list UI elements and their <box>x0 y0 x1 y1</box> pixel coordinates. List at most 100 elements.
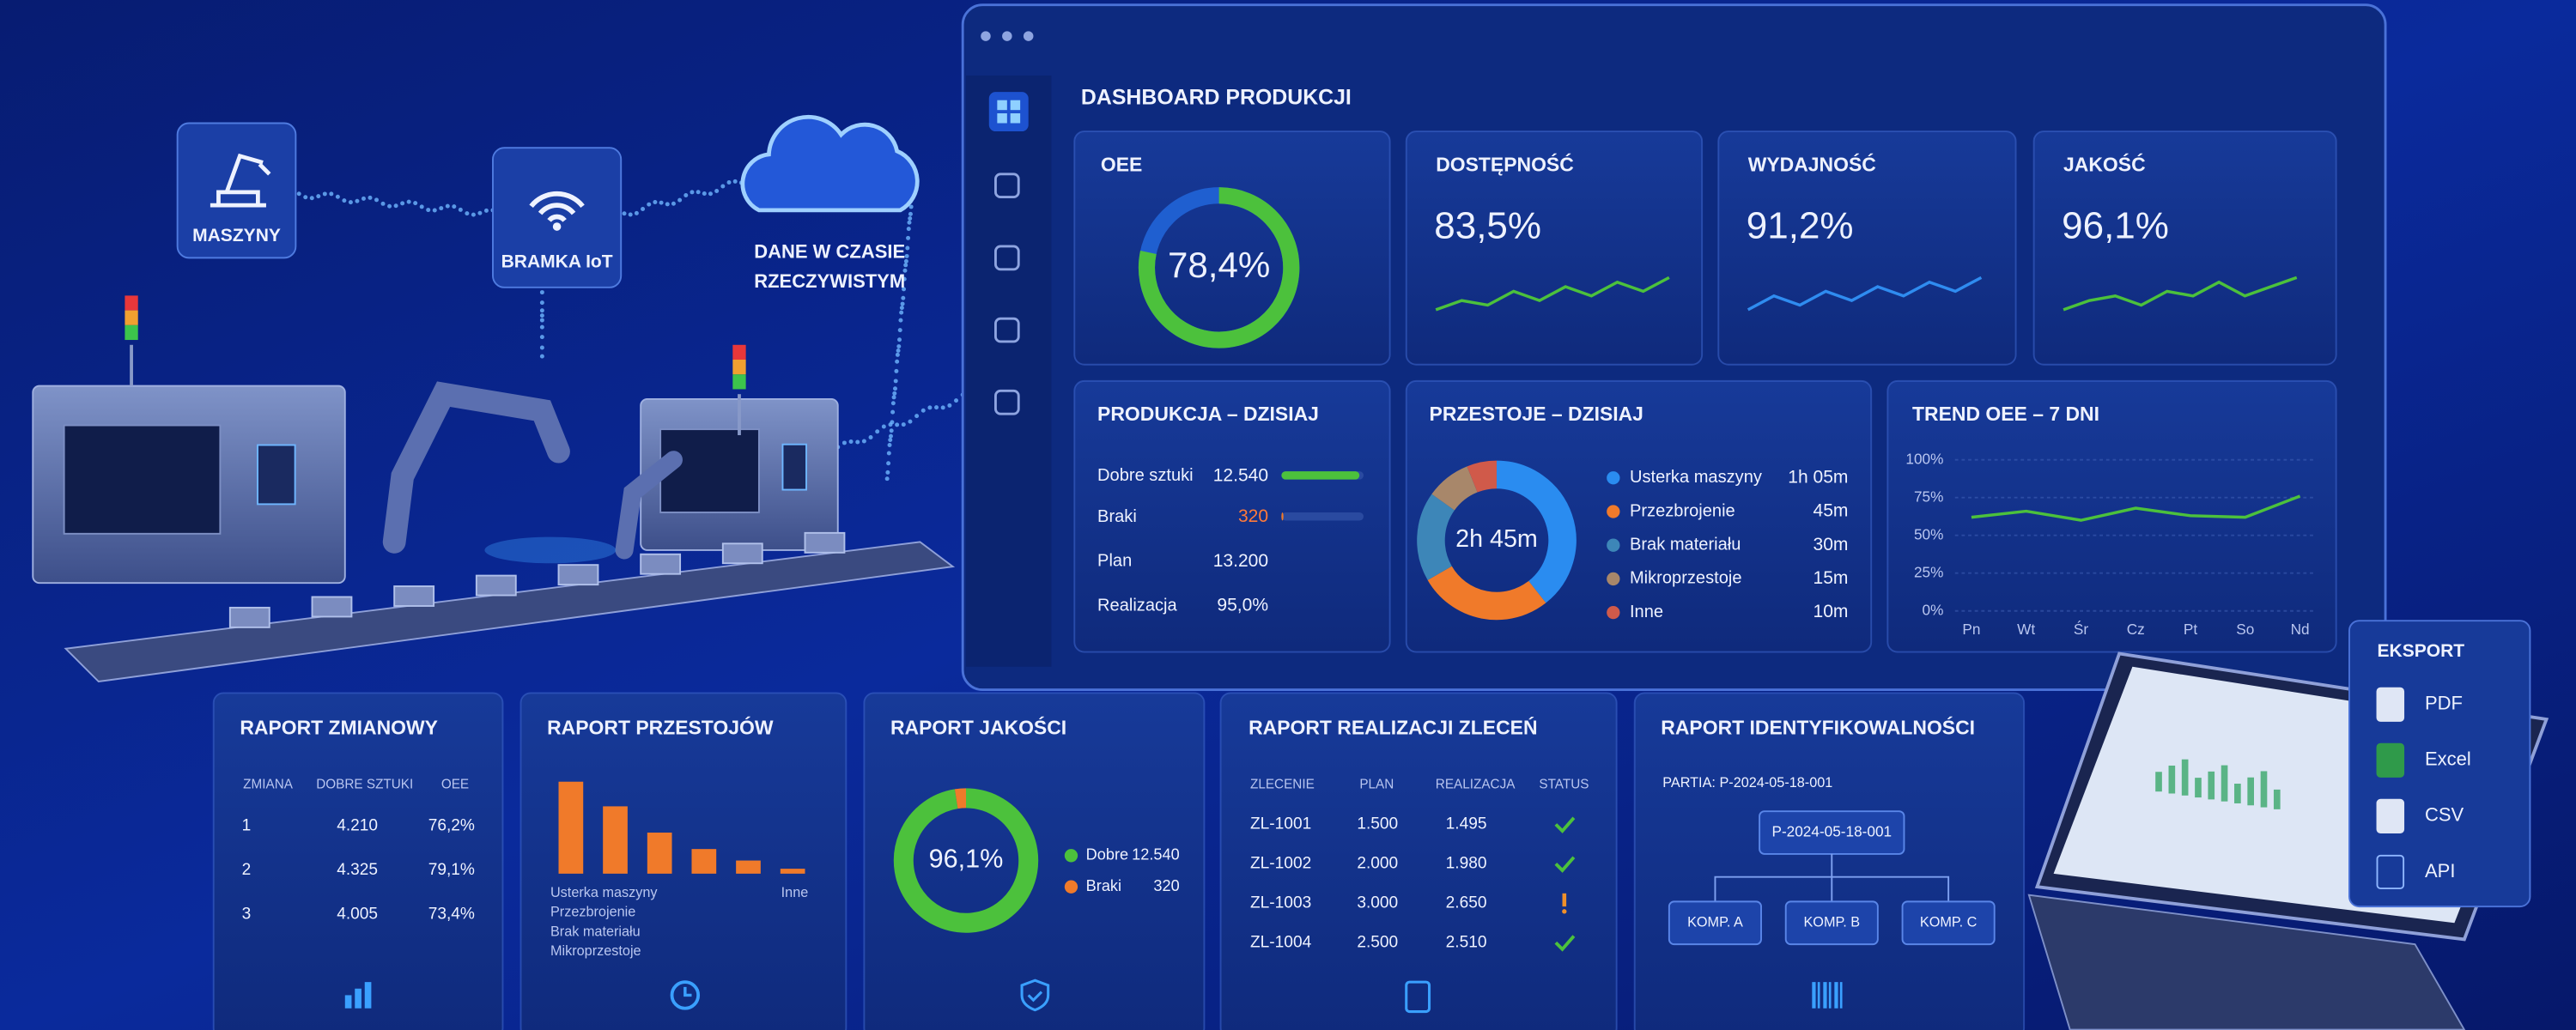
workpiece <box>393 585 435 607</box>
data-dot <box>895 422 900 427</box>
x-tick-label: Śr <box>2074 621 2088 638</box>
data-dot <box>303 195 308 200</box>
label: 95,0% <box>1217 596 1268 615</box>
report-icon <box>1812 982 1816 1009</box>
bar <box>1281 512 1284 521</box>
card-title: PRZESTOJE – DZISIAJ <box>1430 403 1643 425</box>
control-panel <box>257 444 296 506</box>
table-cell: 3.000 <box>1357 894 1398 912</box>
table-cell: ZL-1001 <box>1250 815 1311 833</box>
data-dot <box>888 433 893 439</box>
label: Plan <box>1097 552 1132 571</box>
card-title: WYDAJNOŚĆ <box>1748 153 1876 175</box>
tree-link <box>1714 853 1950 902</box>
data-dot <box>329 191 334 197</box>
export-item[interactable]: Excel <box>2425 748 2471 770</box>
workpiece <box>311 596 353 618</box>
machine-window <box>659 428 760 513</box>
wifi-icon <box>529 191 585 222</box>
tree-node-label: KOMP. B <box>1803 915 1860 930</box>
data-dot <box>539 290 544 295</box>
data-dot <box>908 419 913 424</box>
status-ok <box>1554 816 1576 833</box>
card-title: DOSTĘPNOŚĆ <box>1436 153 1574 175</box>
report-icon <box>355 988 361 1009</box>
bar <box>1281 471 1360 480</box>
label: 13.200 <box>1213 551 1268 571</box>
data-dot <box>934 405 939 410</box>
data-dot <box>887 443 892 448</box>
export-icon[interactable] <box>2376 687 2405 722</box>
table-header: REALIZACJA <box>1436 778 1516 792</box>
report-icon <box>364 982 372 1009</box>
data-dot <box>406 199 411 204</box>
export-item[interactable]: CSV <box>2425 804 2464 826</box>
data-dot <box>897 337 902 342</box>
x-tick-label: Pn <box>1962 621 1980 638</box>
data-dot <box>683 193 689 197</box>
signal-light <box>732 374 746 390</box>
data-dot <box>890 401 896 406</box>
data-dot <box>628 212 633 217</box>
tree-node-label: KOMP. A <box>1687 915 1743 930</box>
data-dot <box>445 203 450 209</box>
category-label: Przezbrojenie <box>550 905 635 920</box>
data-dot <box>893 386 897 391</box>
workpiece <box>640 553 682 575</box>
export-item[interactable]: API <box>2425 860 2455 882</box>
table-header: PLAN <box>1359 778 1394 792</box>
y-tick-label: 50% <box>1914 525 1943 542</box>
data-dot <box>903 258 908 264</box>
data-dot <box>342 198 347 203</box>
card <box>1717 130 2017 366</box>
nav-active[interactable] <box>988 92 1029 132</box>
export-item[interactable]: PDF <box>2425 693 2463 714</box>
table-header: OEE <box>441 778 469 792</box>
export-icon[interactable] <box>2376 742 2405 778</box>
nav-icon[interactable] <box>994 317 1020 343</box>
screen-chart <box>2234 784 2241 803</box>
report-icon <box>1817 982 1820 1009</box>
data-dot <box>848 439 854 445</box>
bar <box>647 833 672 874</box>
bar <box>780 869 805 874</box>
table-cell: 1.500 <box>1357 815 1398 833</box>
label: Realizacja <box>1097 596 1177 615</box>
data-dot <box>380 201 386 206</box>
report-icon <box>344 995 352 1009</box>
export-icon[interactable] <box>2376 854 2405 890</box>
tree-node <box>1901 900 1996 946</box>
label: DANE W CZASIE <box>754 240 905 262</box>
dashboard-title: DASHBOARD PRODUKCJI <box>1081 85 1352 109</box>
donut-segment <box>1496 460 1577 603</box>
table-cell: 4.210 <box>337 816 378 834</box>
data-dot <box>906 235 911 240</box>
data-dot <box>907 220 912 225</box>
card-title: RAPORT IDENTYFIKOWALNOŚCI <box>1661 717 1975 739</box>
card <box>2032 130 2337 366</box>
data-dot <box>368 195 373 200</box>
cloud <box>740 114 920 213</box>
data-dot <box>947 403 952 408</box>
card <box>1886 379 2337 653</box>
workpiece <box>475 574 517 597</box>
donut-center: 96,1% <box>929 845 1004 874</box>
data-dot <box>696 190 701 195</box>
data-dot <box>896 348 901 353</box>
card <box>1405 130 1704 366</box>
legend-dot <box>1064 880 1078 894</box>
data-dot <box>483 208 489 213</box>
legend-label: Dobre <box>1086 846 1128 863</box>
sparkline <box>2063 276 2298 312</box>
x-tick-label: Pt <box>2184 621 2197 638</box>
nav-icon[interactable] <box>994 245 1020 271</box>
data-dot <box>335 194 340 199</box>
sidebar <box>966 76 1052 667</box>
data-dot <box>413 201 418 206</box>
export-icon[interactable] <box>2376 798 2405 833</box>
donut-segment <box>1138 187 1300 348</box>
nav-icon[interactable] <box>994 389 1020 415</box>
nav-icon[interactable] <box>994 173 1020 199</box>
y-tick-label: 25% <box>1914 563 1943 580</box>
